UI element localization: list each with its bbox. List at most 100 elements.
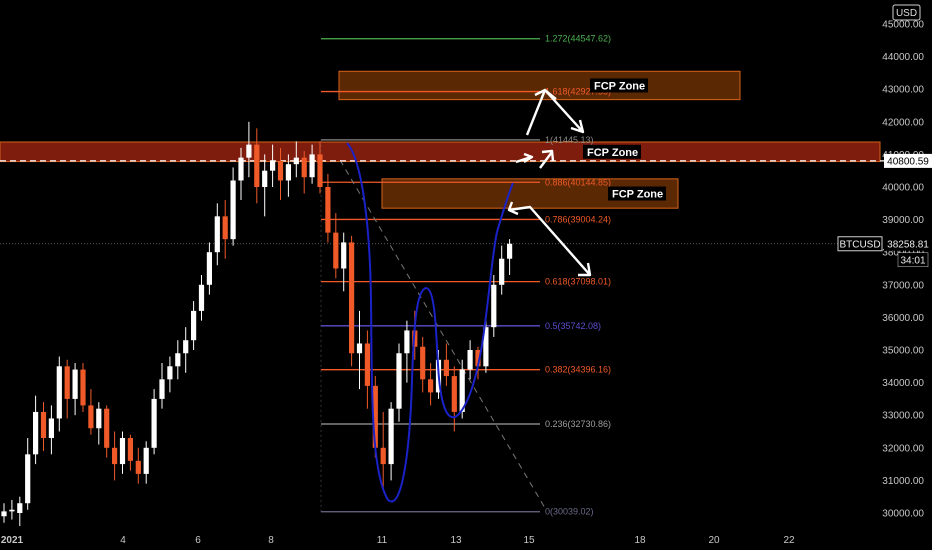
- y-tick-label: 40000.00: [882, 183, 924, 194]
- y-tick-label: 35000.00: [882, 346, 924, 357]
- candle-body: [262, 170, 268, 187]
- candle-body: [301, 157, 307, 178]
- candle-body: [159, 379, 165, 399]
- candle-body: [396, 353, 402, 409]
- candle-body: [56, 366, 62, 419]
- y-tick-label: 33000.00: [882, 411, 924, 422]
- fib-level-label: 0.382(34396.16): [545, 365, 611, 375]
- currency-label: USD: [896, 8, 917, 19]
- x-tick-label: 2021: [1, 535, 24, 546]
- candle-body: [459, 369, 465, 412]
- candle-body: [325, 187, 331, 233]
- candle-body: [309, 154, 315, 178]
- level-line-badge: 40800.59: [884, 153, 932, 168]
- candle-body: [356, 343, 363, 354]
- y-tick-label: 31000.00: [882, 476, 924, 487]
- last-price-value: 38258.81: [887, 239, 929, 250]
- currency-badge[interactable]: [892, 4, 921, 21]
- fcp-zone-label: FCP Zone: [587, 147, 638, 159]
- candle-body: [183, 340, 189, 354]
- candle-body: [293, 157, 299, 165]
- candle-body: [175, 353, 181, 367]
- projection-arrow: [539, 151, 553, 169]
- candle-body: [72, 369, 78, 399]
- fibonacci-levels: 1.272(44547.62) 1.618(42927.55) 1(41445.13…: [320, 34, 611, 517]
- candle-body: [80, 369, 86, 406]
- drawings-layer: [346, 88, 592, 503]
- candle-body: [48, 418, 54, 439]
- candle-body: [143, 447, 149, 474]
- fib-level-label: 0.786(39004.24): [545, 214, 611, 224]
- candle-body: [214, 216, 220, 253]
- candle-body: [151, 398, 157, 448]
- projection-arrow: [578, 262, 592, 277]
- y-tick-label: 45000.00: [882, 20, 924, 31]
- candle-body: [380, 447, 386, 465]
- candle-body: [112, 447, 118, 465]
- candle-body: [64, 366, 70, 399]
- candle-body: [372, 385, 378, 448]
- y-tick-label: 43000.00: [882, 85, 924, 96]
- y-tick-label: 42000.00: [882, 117, 924, 128]
- candle-countdown: 34:01: [900, 255, 925, 266]
- candle-body: [443, 359, 449, 377]
- level-line-value: 40800.59: [887, 156, 929, 167]
- candle-body: [277, 160, 284, 181]
- candle-body: [17, 503, 23, 513]
- fcp-zone-label-bg: [583, 144, 641, 159]
- x-tick-label: 8: [268, 535, 274, 546]
- candle-body: [88, 405, 94, 429]
- projection-arrow: [508, 205, 591, 276]
- candle-body: [191, 310, 197, 341]
- candle-body: [135, 460, 141, 474]
- fib-level-label: 0.236(32730.86): [545, 419, 611, 429]
- candle-body: [491, 284, 497, 328]
- projection-arrow: [570, 119, 585, 134]
- candle-body: [467, 350, 473, 370]
- hand-drawn-pattern-curve: [346, 142, 514, 503]
- y-tick-label: 30000.00: [882, 509, 924, 520]
- candle-body: [364, 343, 370, 386]
- candle-body: [230, 180, 236, 240]
- candle-body: [483, 327, 489, 367]
- candle-body: [349, 242, 355, 354]
- candle-body: [404, 330, 410, 354]
- y-tick-label: 32000.00: [882, 443, 924, 454]
- candle-body: [127, 438, 133, 461]
- candle-body: [507, 243, 513, 259]
- x-tick-label: 22: [783, 535, 795, 546]
- y-tick-label: 37000.00: [882, 280, 924, 291]
- candle-body: [96, 408, 102, 429]
- candle-body: [198, 284, 205, 311]
- candle-body: [104, 408, 110, 448]
- candle-body: [1, 511, 7, 517]
- candle-body: [254, 144, 260, 187]
- y-tick-label: 34000.00: [882, 378, 924, 389]
- candle-body: [499, 258, 505, 285]
- candle-body: [40, 411, 47, 439]
- candle-body: [119, 438, 126, 465]
- candle-body: [238, 157, 244, 181]
- candle-body: [167, 366, 173, 380]
- x-tick-labels[interactable]: 2021 4 6 8 11 13 15 18 20 22: [1, 535, 795, 546]
- fib-level-label: 0.618(37098.01): [545, 277, 611, 287]
- symbol-label: BTCUSD: [839, 239, 880, 250]
- fcp-zone-label: FCP Zone: [594, 80, 645, 92]
- fcp-zone-labels: FCP Zone FCP Zone FCP Zone: [583, 78, 666, 201]
- candle-body: [222, 216, 228, 240]
- fcp-zone-box: [338, 70, 741, 101]
- x-tick-label: 13: [450, 535, 462, 546]
- fib-level-label: 0.5(35742.08): [545, 321, 601, 331]
- fcp-zone-label: FCP Zone: [612, 189, 663, 201]
- fcp-zone-box: [0, 141, 881, 163]
- candle-body: [246, 144, 252, 158]
- candle-body: [341, 242, 347, 269]
- dashed-trend-line: [339, 159, 546, 509]
- candle-body: [25, 454, 31, 504]
- x-tick-label: 4: [120, 535, 126, 546]
- fib-level-label: 0.886(40144.85): [545, 177, 611, 187]
- fib-level-label: 1.618(42927.55): [545, 87, 611, 97]
- x-tick-label: 15: [523, 535, 535, 546]
- candle-body: [420, 346, 426, 380]
